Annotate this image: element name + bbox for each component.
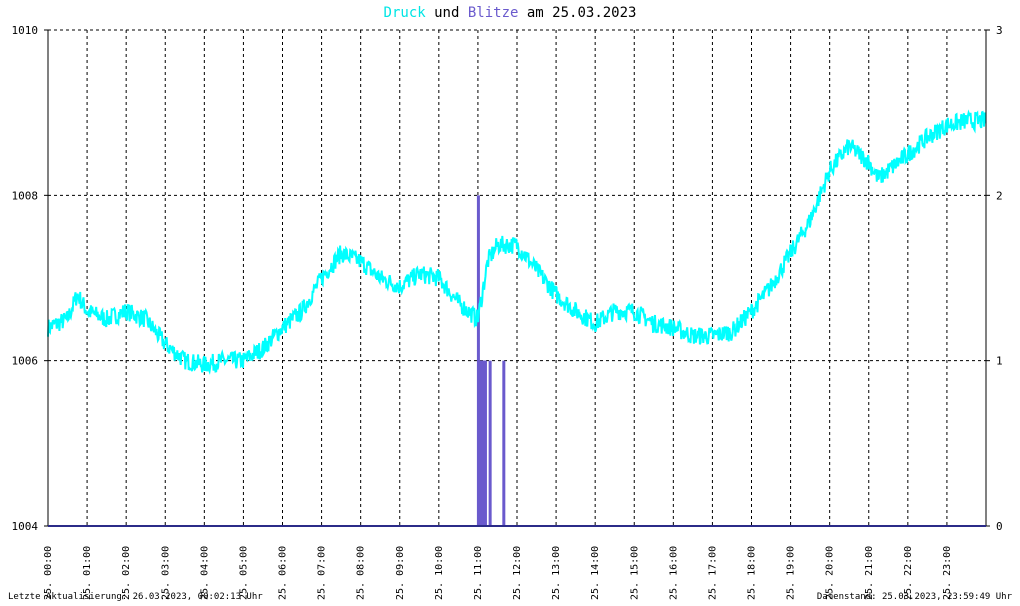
lightning-bars [476,195,506,527]
x-tick-label: 25. 15:00 [629,546,640,600]
y-left-tick-label: 1004 [12,520,39,533]
axes [44,29,990,527]
data-status-text: Datenstand: 25.03.2023, 23:59:49 Uhr [816,592,1012,602]
x-tick-label: 25. 03:00 [160,546,171,600]
title-lightning: Blitze [467,5,519,21]
x-tick-label: 25. 12:00 [512,546,523,600]
y-left-tick-label: 1008 [12,189,39,202]
title-date: 25.03.2023 [552,5,637,21]
grid [48,29,986,526]
chart-title: Druck und Blitze am 25.03.2023 [0,5,1020,21]
x-tick-label: 25. 08:00 [356,546,367,600]
lightning-bar [483,360,487,526]
x-tick-label: 25. 19:00 [786,546,797,600]
y-right-tick-label: 3 [996,24,1003,37]
x-tick-label: 25. 18:00 [747,546,758,600]
pressure-series-line [47,109,987,375]
x-tick-label: 25. 16:00 [668,546,679,600]
x-tick-label: 25. 00:00 [43,546,54,600]
x-tick-label: 25. 11:00 [473,546,484,600]
y-right-tick-label: 2 [996,189,1003,202]
lightning-bar [502,360,506,526]
x-tick-label: 25. 06:00 [278,546,289,600]
x-tick-label: 25. 09:00 [395,546,406,600]
x-tick-label: 25. 07:00 [317,546,328,600]
x-tick-label: 25. 13:00 [551,546,562,600]
y-right-tick-label: 1 [996,355,1003,368]
x-tick-label: 25. 01:00 [82,546,93,600]
x-tick-label: 25. 22:00 [903,546,914,600]
x-tick-label: 25. 21:00 [864,546,875,600]
tick-labels: 25. 00:00 25. 01:00 25. 02:00 25. 03:00 25. … [12,24,1003,600]
y-left-tick-label: 1010 [12,24,39,37]
x-tick-label: 25. 20:00 [825,546,836,600]
lightning-bar [488,360,492,526]
x-tick-label: 25. 17:00 [707,546,718,600]
x-tick-label: 25. 02:00 [121,546,132,600]
pressure-line [47,109,987,375]
title-and: und [434,5,460,21]
x-tick-label: 25. 23:00 [942,546,953,600]
y-left-tick-label: 1006 [12,355,39,368]
x-tick-label: 25. 10:00 [434,546,445,600]
title-am: am [526,5,544,21]
x-tick-label: 25. 05:00 [238,546,249,600]
title-pressure: Druck [383,5,426,21]
y-right-tick-label: 0 [996,520,1003,533]
x-tick-label: 25. 04:00 [199,546,210,600]
last-update-text: Letzte Aktualisierung: 26.03.2023, 00:02… [8,592,263,602]
x-tick-label: 25. 14:00 [590,546,601,600]
